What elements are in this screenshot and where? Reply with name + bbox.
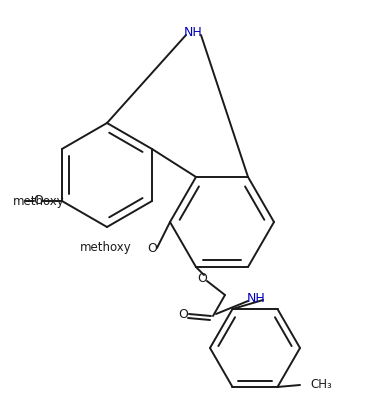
Text: CH₃: CH₃ [310,378,332,391]
Text: methoxy: methoxy [80,241,132,255]
Text: O: O [197,272,207,285]
Text: NH: NH [247,291,265,305]
Text: O: O [33,195,43,208]
Text: NH: NH [184,25,202,39]
Text: O: O [147,241,157,255]
Text: O: O [178,307,188,320]
Text: methoxy: methoxy [13,195,65,208]
